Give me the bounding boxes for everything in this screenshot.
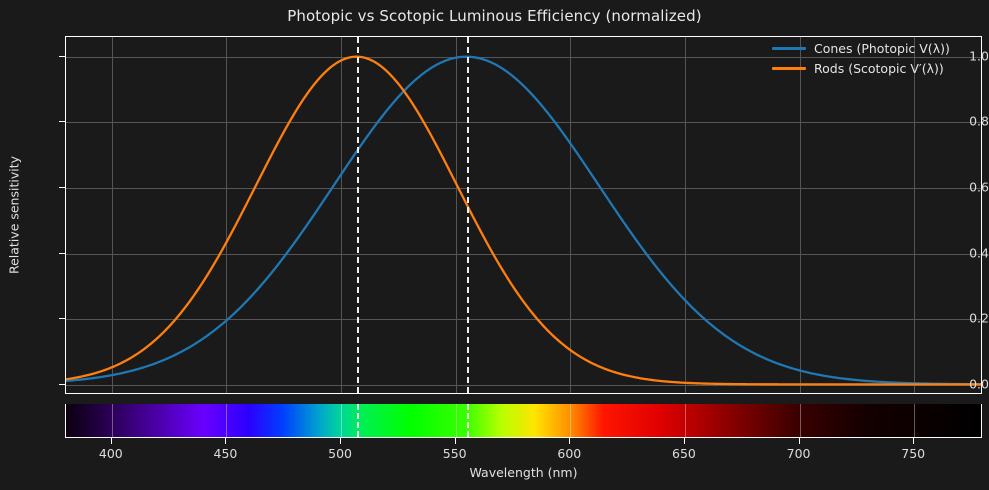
y-tick-label: 0.6 xyxy=(969,179,989,195)
data-curves xyxy=(66,55,981,386)
y-tick-label: 1.0 xyxy=(969,48,989,64)
x-tick-mark xyxy=(798,438,800,444)
y-tick-mark xyxy=(59,252,65,254)
y-tick-label: 0.4 xyxy=(969,245,989,261)
plot-area xyxy=(65,36,982,394)
spectrum-gridline xyxy=(341,404,343,437)
gridline-vertical xyxy=(570,37,572,393)
gridline-horizontal xyxy=(66,56,981,58)
peak-line-rod-peak xyxy=(357,37,360,393)
legend-item-rods[interactable]: Rods (Scotopic V′(λ)) xyxy=(772,61,950,76)
y-axis-label: Relative sensitivity xyxy=(6,155,22,275)
gridline-vertical xyxy=(684,37,686,393)
spectrum-gridline xyxy=(570,404,572,437)
spectrum-gridline xyxy=(455,404,457,437)
x-tick-mark xyxy=(569,438,571,444)
x-tick-mark xyxy=(225,438,227,444)
x-tick-label: 750 xyxy=(901,446,926,461)
gridline-vertical xyxy=(914,37,916,393)
x-tick-label: 400 xyxy=(98,446,123,461)
spectrum-gridline xyxy=(684,404,686,437)
spectrum-gridline xyxy=(111,404,113,437)
gridline-vertical xyxy=(455,37,457,393)
gridline-vertical xyxy=(341,37,343,393)
x-tick-label: 450 xyxy=(213,446,238,461)
y-tick-label: 0.2 xyxy=(969,310,989,326)
gridline-horizontal xyxy=(66,122,981,124)
y-tick-mark xyxy=(59,187,65,189)
gridline-horizontal xyxy=(66,188,981,190)
plot-inner xyxy=(66,37,981,393)
series-line-rods xyxy=(66,55,981,386)
spectrum-peak-line-rod-peak xyxy=(357,404,360,437)
y-tick-mark xyxy=(59,121,65,123)
legend-color-swatch xyxy=(772,67,806,70)
x-tick-mark xyxy=(340,438,342,444)
series-line-cones xyxy=(66,55,981,386)
x-tick-label: 650 xyxy=(672,446,696,461)
gridline-horizontal xyxy=(66,253,981,255)
gridline-vertical xyxy=(799,37,801,393)
spectrum-gridline xyxy=(799,404,801,437)
legend-color-swatch xyxy=(772,47,806,50)
y-tick-label: 0.8 xyxy=(969,113,989,129)
y-tick-mark xyxy=(59,55,65,57)
y-tick-label: 0.0 xyxy=(969,376,989,392)
y-tick-mark xyxy=(59,384,65,386)
peak-line-cone-peak xyxy=(467,37,470,393)
gridline-vertical xyxy=(226,37,228,393)
x-axis-label: Wavelength (nm) xyxy=(469,465,578,480)
x-tick-mark xyxy=(683,438,685,444)
x-tick-mark xyxy=(913,438,915,444)
x-tick-label: 700 xyxy=(786,446,811,461)
x-tick-mark xyxy=(454,438,456,444)
legend-item-cones[interactable]: Cones (Photopic V(λ)) xyxy=(772,41,950,56)
gridline-vertical xyxy=(111,37,113,393)
spectrum-gradient xyxy=(66,404,981,437)
x-tick-label: 550 xyxy=(442,446,467,461)
spectrum-gridline xyxy=(914,404,916,437)
spectrum-peak-line-cone-peak xyxy=(467,404,470,437)
x-tick-label: 600 xyxy=(557,446,582,461)
y-tick-mark xyxy=(59,318,65,320)
chart-legend: Cones (Photopic V(λ)) Rods (Scotopic V′(λ… xyxy=(772,41,950,76)
visible-spectrum-bar xyxy=(65,404,982,438)
gridline-horizontal xyxy=(66,319,981,321)
legend-label: Rods (Scotopic V′(λ)) xyxy=(814,61,944,76)
spectrum-gridline xyxy=(226,404,228,437)
x-tick-mark xyxy=(110,438,112,444)
gridline-horizontal xyxy=(66,385,981,387)
x-tick-label: 500 xyxy=(328,446,353,461)
legend-label: Cones (Photopic V(λ)) xyxy=(814,41,950,56)
chart-title: Photopic vs Scotopic Luminous Efficiency… xyxy=(287,7,702,25)
